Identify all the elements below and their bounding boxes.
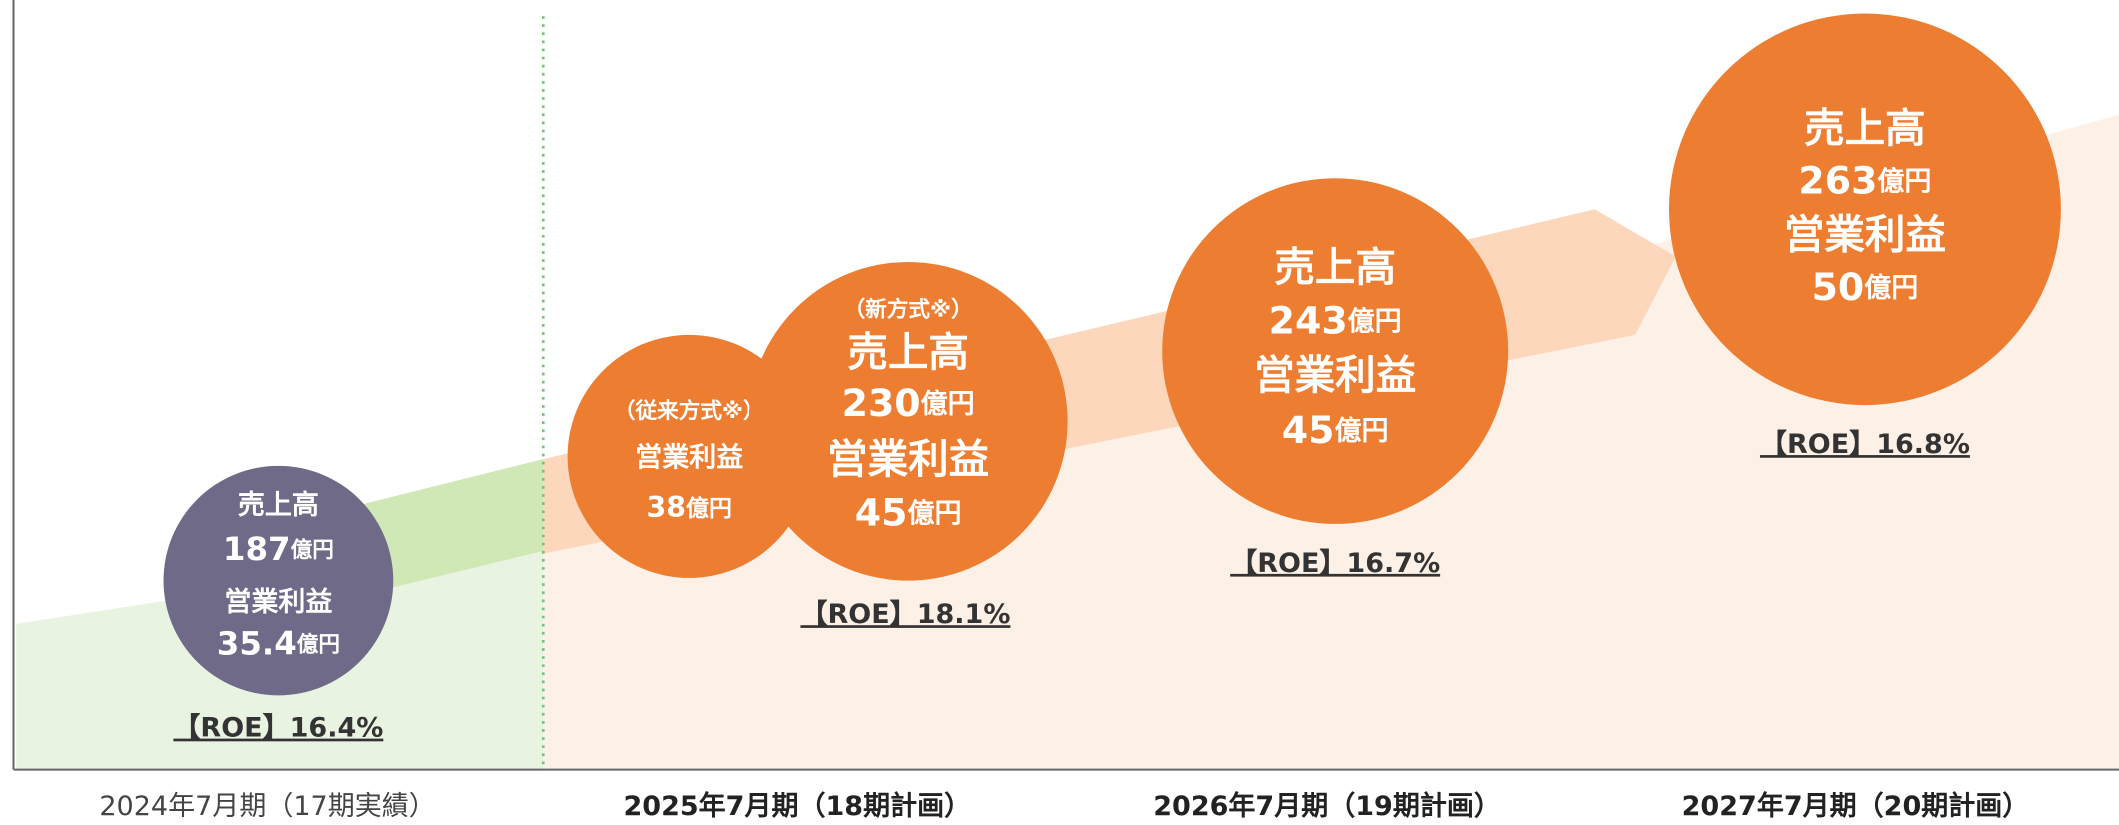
item-heading: 営業利益 xyxy=(635,442,743,474)
roe: 【ROE】16.7% xyxy=(1230,548,1440,579)
item-unit: 億円 xyxy=(291,537,334,563)
item-value-line: 230億円 xyxy=(842,381,975,425)
period-label: 2025年7月期（18期計画） xyxy=(623,790,971,822)
item-heading: 売上高 xyxy=(238,489,319,521)
item-value-line: 263億円 xyxy=(1798,158,1931,202)
content: 売上高187億円営業利益35.4億円【ROE】16.4%2024年7月期（17期… xyxy=(99,13,2061,822)
roe: 【ROE】16.8% xyxy=(1760,429,1970,460)
item-value: 187 xyxy=(223,530,291,568)
item-value: 38 xyxy=(647,491,686,524)
item-value: 50 xyxy=(1812,264,1865,308)
item-value: 263 xyxy=(1798,158,1877,202)
item-value-line: 35.4億円 xyxy=(217,624,340,662)
item-value-line: 187億円 xyxy=(223,530,334,568)
item-value: 35.4 xyxy=(217,624,297,662)
item-unit: 億円 xyxy=(1334,416,1388,447)
note: （新方式※） xyxy=(844,297,973,323)
item-unit: 億円 xyxy=(1348,306,1402,337)
item-value-line: 243億円 xyxy=(1269,298,1402,342)
roe: 【ROE】16.4% xyxy=(173,713,383,744)
circle xyxy=(748,261,1068,581)
circle xyxy=(1162,178,1509,524)
item-unit: 億円 xyxy=(1864,272,1918,303)
item-unit: 億円 xyxy=(297,631,340,657)
item-value: 243 xyxy=(1269,298,1348,342)
item-unit: 億円 xyxy=(921,389,975,420)
item-value: 230 xyxy=(842,381,921,425)
green-band xyxy=(354,459,544,597)
item-heading: 営業利益 xyxy=(1784,211,1946,259)
item-value-line: 50億円 xyxy=(1812,264,1919,308)
circle xyxy=(567,334,811,578)
item-heading: 売上高 xyxy=(1804,104,1926,152)
period-label: 2024年7月期（17期実績） xyxy=(99,791,435,822)
item-heading: 売上高 xyxy=(1274,243,1396,291)
roe: 【ROE】18.1% xyxy=(800,599,1010,630)
item-heading: 営業利益 xyxy=(1254,351,1416,399)
item-value-line: 38億円 xyxy=(647,491,732,524)
item-heading: 売上高 xyxy=(847,328,969,376)
note: （従来方式※） xyxy=(614,398,765,424)
item-heading: 営業利益 xyxy=(827,435,989,483)
item-value: 45 xyxy=(855,490,908,534)
item-heading: 営業利益 xyxy=(224,586,332,618)
period-label: 2027年7月期（20期計画） xyxy=(1682,790,2030,822)
circle xyxy=(1668,13,2061,406)
item-value: 45 xyxy=(1282,408,1335,452)
item-unit: 億円 xyxy=(907,498,961,529)
item-unit: 億円 xyxy=(1877,166,1931,197)
item-value-line: 45億円 xyxy=(1282,408,1389,452)
item-value-line: 45億円 xyxy=(855,490,962,534)
period-label: 2026年7月期（19期計画） xyxy=(1153,790,1501,822)
circle xyxy=(163,465,394,696)
item-unit: 億円 xyxy=(686,496,732,522)
